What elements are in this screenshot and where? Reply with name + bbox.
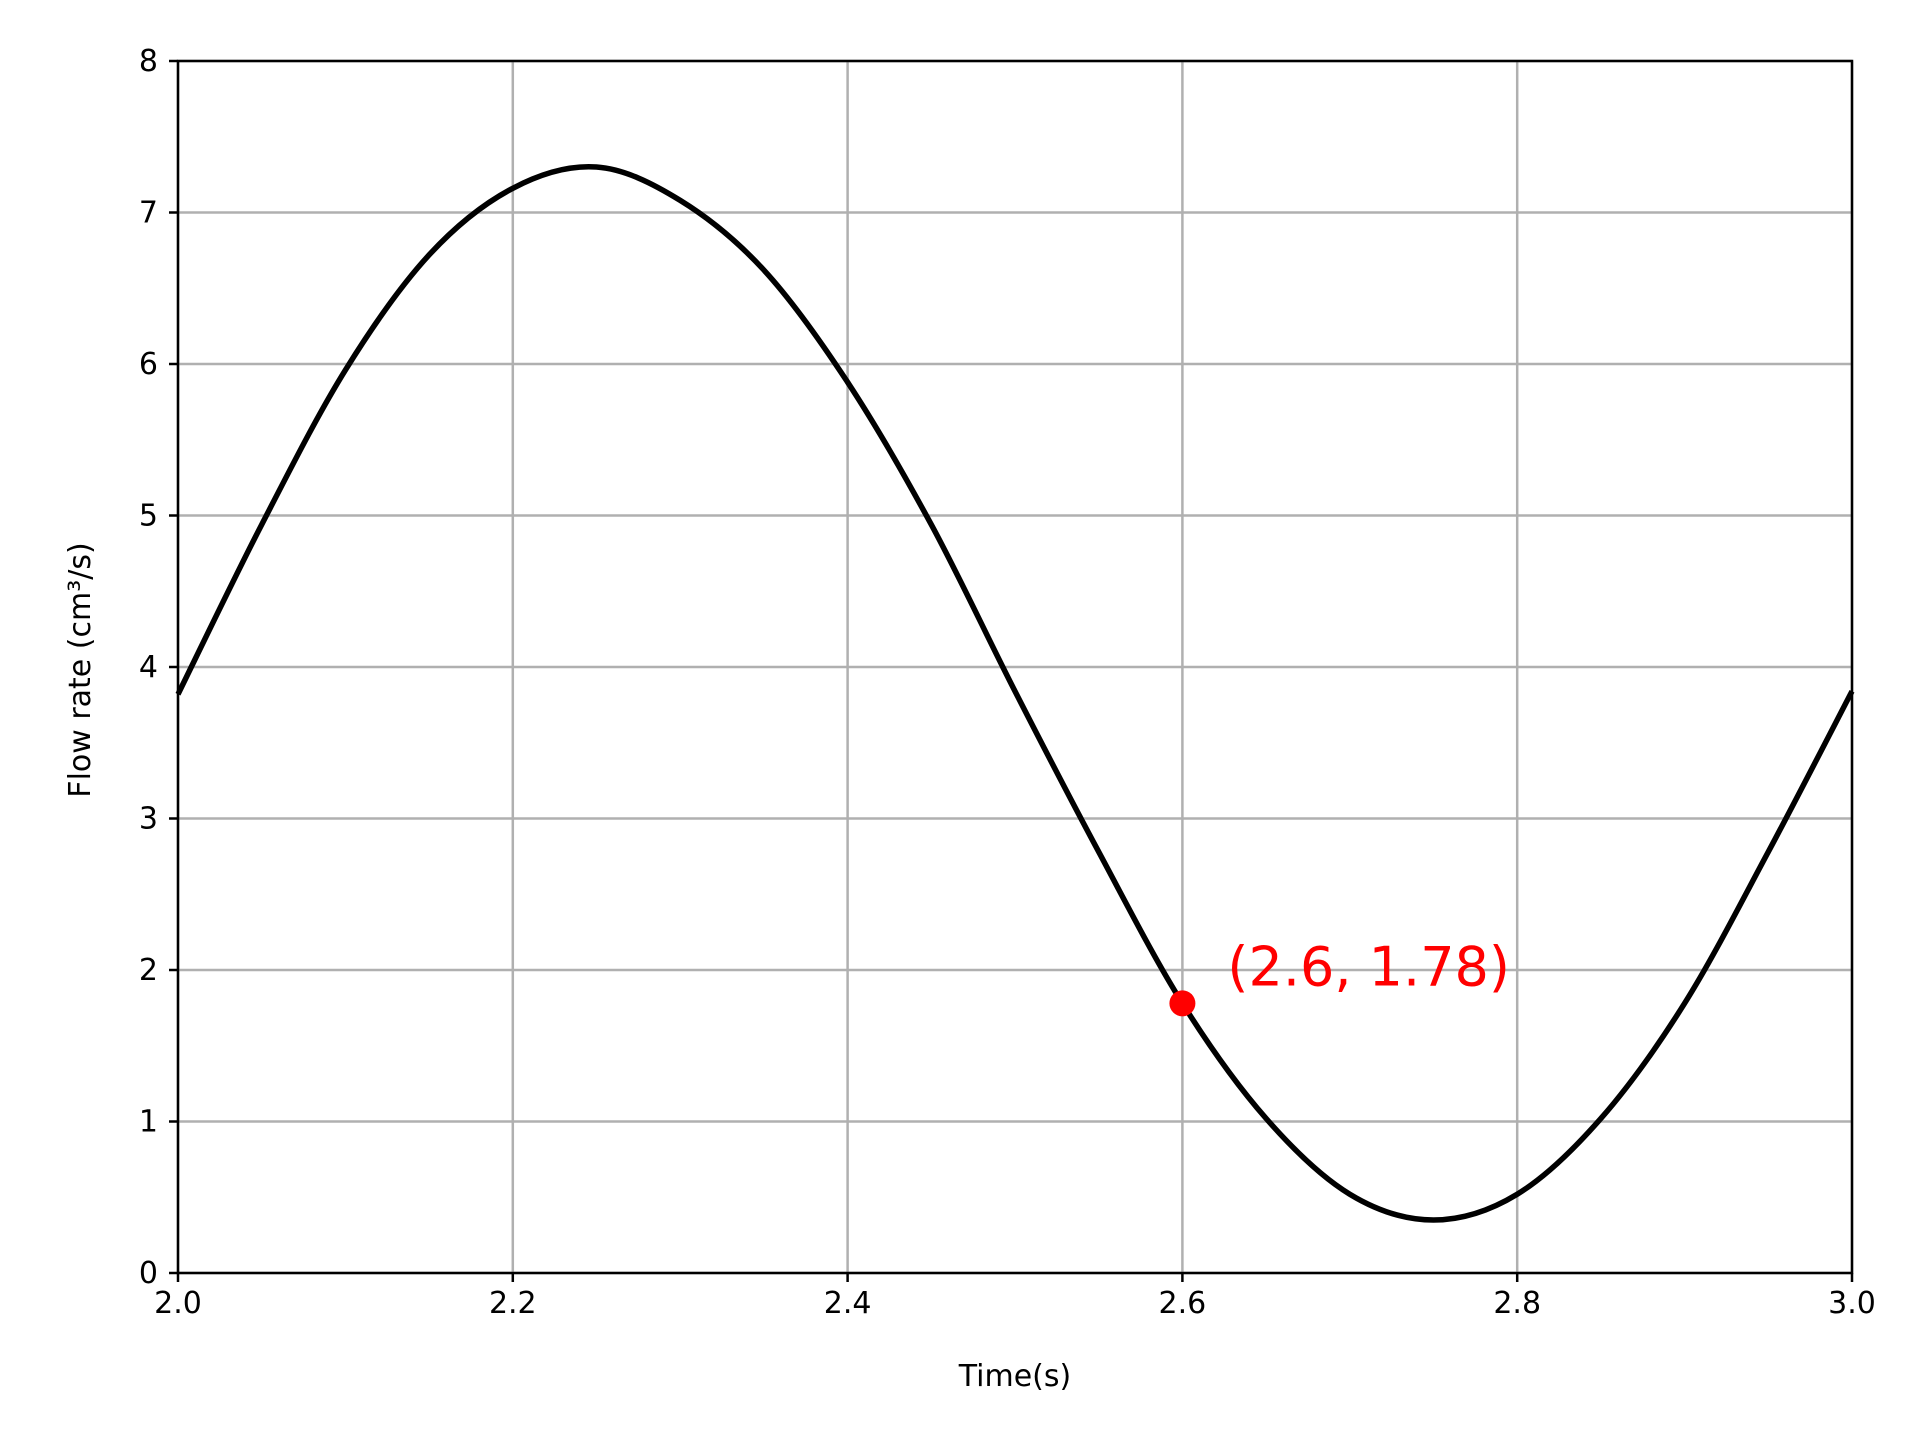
y-tick-label: 0 xyxy=(139,1256,158,1291)
x-tick-label: 3.0 xyxy=(1828,1286,1876,1321)
y-tick-label: 1 xyxy=(139,1105,158,1140)
y-tick-label: 5 xyxy=(139,499,158,534)
highlight: (2.6, 1.78) xyxy=(1169,935,1510,1017)
x-tick-label: 2.4 xyxy=(824,1286,872,1321)
x-tick-label: 2.2 xyxy=(489,1286,537,1321)
grid xyxy=(176,59,1854,1275)
y-tick-label: 2 xyxy=(139,953,158,988)
series-line xyxy=(175,164,1855,1223)
y-tick-label: 8 xyxy=(139,44,158,79)
y-tick-label: 6 xyxy=(139,347,158,382)
x-tick-label: 2.0 xyxy=(154,1286,202,1321)
x-tick-label: 2.6 xyxy=(1159,1286,1207,1321)
highlight-point xyxy=(1169,990,1196,1017)
plot-frame xyxy=(176,59,1854,1275)
series-layer xyxy=(175,164,1855,1223)
axes xyxy=(169,59,1854,1282)
y-tick-label: 7 xyxy=(139,196,158,231)
y-tick-label: 4 xyxy=(139,650,158,685)
x-tick-label: 2.8 xyxy=(1493,1286,1541,1321)
y-tick-label: 3 xyxy=(139,802,158,837)
highlight-label: (2.6, 1.78) xyxy=(1227,935,1510,998)
tick-labels: 2.0 2.2 2.4 2.6 2.8 3.0 0 1 2 3 4 5 6 7 8 xyxy=(139,44,1876,1321)
x-axis-label: Time(s) xyxy=(958,1359,1071,1394)
y-axis-label: Flow rate (cm³/s) xyxy=(63,542,98,797)
